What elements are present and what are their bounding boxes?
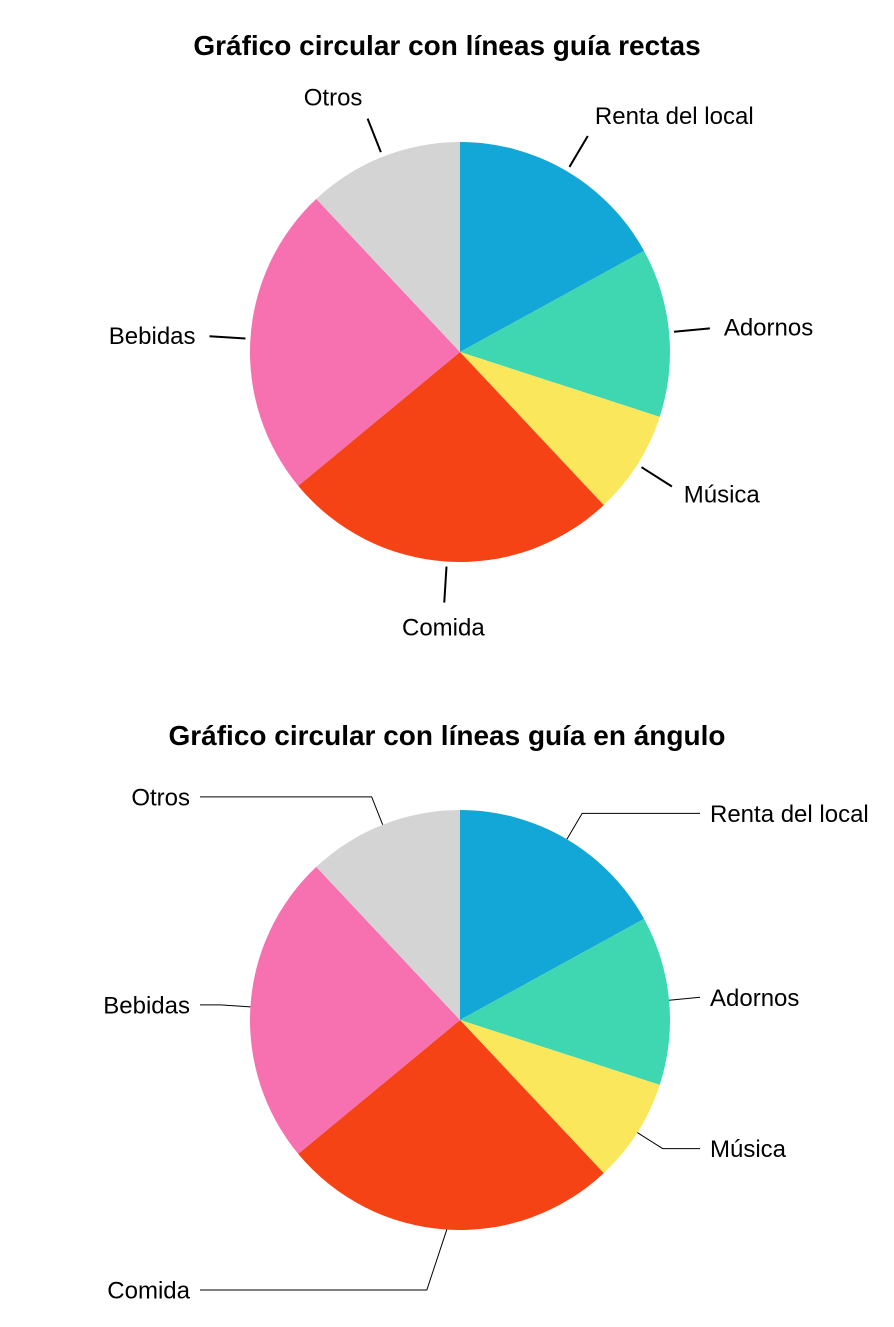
pie-label-renta-del-local: Renta del local — [710, 801, 869, 828]
page: Gráfico circular con líneas guía rectas … — [0, 0, 894, 1327]
pie-label-musica: Música — [710, 1136, 787, 1163]
leader-line-comida — [200, 1230, 447, 1290]
chart2-pie: Renta del local Adornos Música Comida Bebida… — [0, 0, 894, 1327]
leader-line-musica — [637, 1133, 700, 1149]
leader-line-adornos — [669, 997, 700, 1000]
leader-line-renta-del-local — [567, 813, 700, 839]
leader-line-bebidas — [200, 1005, 250, 1007]
pie-label-bebidas: Bebidas — [103, 992, 190, 1019]
leader-line-otros — [200, 797, 383, 825]
pie-label-adornos: Adornos — [710, 985, 799, 1012]
pie-label-comida: Comida — [107, 1277, 190, 1304]
pie-slices — [250, 810, 670, 1230]
pie-label-otros: Otros — [131, 784, 190, 811]
